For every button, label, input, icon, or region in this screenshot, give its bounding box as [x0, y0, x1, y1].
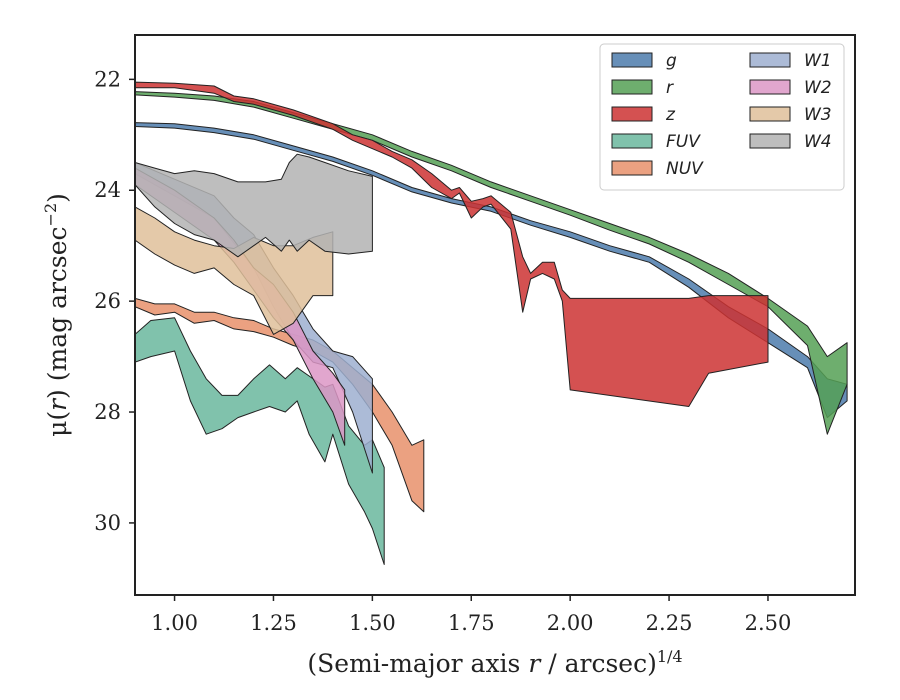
x-tick-label: 1.50: [349, 611, 396, 635]
plot-frame: [134, 34, 856, 596]
legend-swatch-w4: [749, 133, 791, 149]
series-band-w4: [135, 153, 373, 258]
x-tick-label: 1.25: [250, 611, 297, 635]
legend-label-w1: W1: [804, 51, 832, 71]
axes-layer: 1.00 1.25 1.50 1.75 2.00 2.25 2.50 22 24 26 28 30: [94, 34, 856, 635]
y-tick-label: 30: [94, 511, 121, 535]
series-band-z: [135, 81, 769, 407]
x-tick-label: 1.75: [448, 611, 495, 635]
x-axis-title: (Semi-major axis r / arcsec)1/4: [307, 647, 682, 678]
legend-swatch-w2: [749, 79, 791, 95]
series-band-nuv: [135, 297, 425, 513]
x-tick-label: 2.50: [745, 611, 792, 635]
x-tick-label: 2.25: [646, 611, 693, 635]
legend-label-fuv: FUV: [666, 132, 701, 152]
legend-label-w3: W3: [804, 105, 832, 125]
y-tick-label: 22: [94, 67, 121, 91]
legend-swatch-r: [611, 79, 653, 95]
y-tick-label: 26: [94, 289, 121, 313]
legend-label-r: r: [666, 78, 674, 98]
legend-label-nuv: NUV: [666, 159, 704, 179]
legend-swatch-fuv: [611, 133, 653, 149]
legend-swatch-z: [611, 106, 653, 122]
legend-label-g: g: [666, 51, 677, 71]
series-band-g: [135, 122, 848, 419]
y-axis-title: μ(r) (mag arcsec−2): [41, 193, 72, 437]
legend-swatch-nuv: [611, 160, 653, 176]
y-tick-label: 24: [94, 178, 121, 202]
series-layer: [135, 81, 848, 565]
legend-swatch-w3: [749, 106, 791, 122]
x-tick-label: 2.00: [547, 611, 594, 635]
series-band-w3: [135, 206, 334, 335]
legend-label-w4: W4: [804, 132, 832, 152]
series-band-fuv: [135, 317, 385, 565]
y-tick-label: 28: [94, 400, 121, 424]
legend-swatch-g: [611, 52, 653, 68]
legend: grz FUV NUV W1 W2 W3 W4: [599, 43, 845, 191]
x-tick-label: 1.00: [151, 611, 198, 635]
legend-label-z: z: [665, 105, 676, 125]
legend-label-w2: W2: [804, 78, 832, 98]
legend-swatch-w1: [749, 52, 791, 68]
